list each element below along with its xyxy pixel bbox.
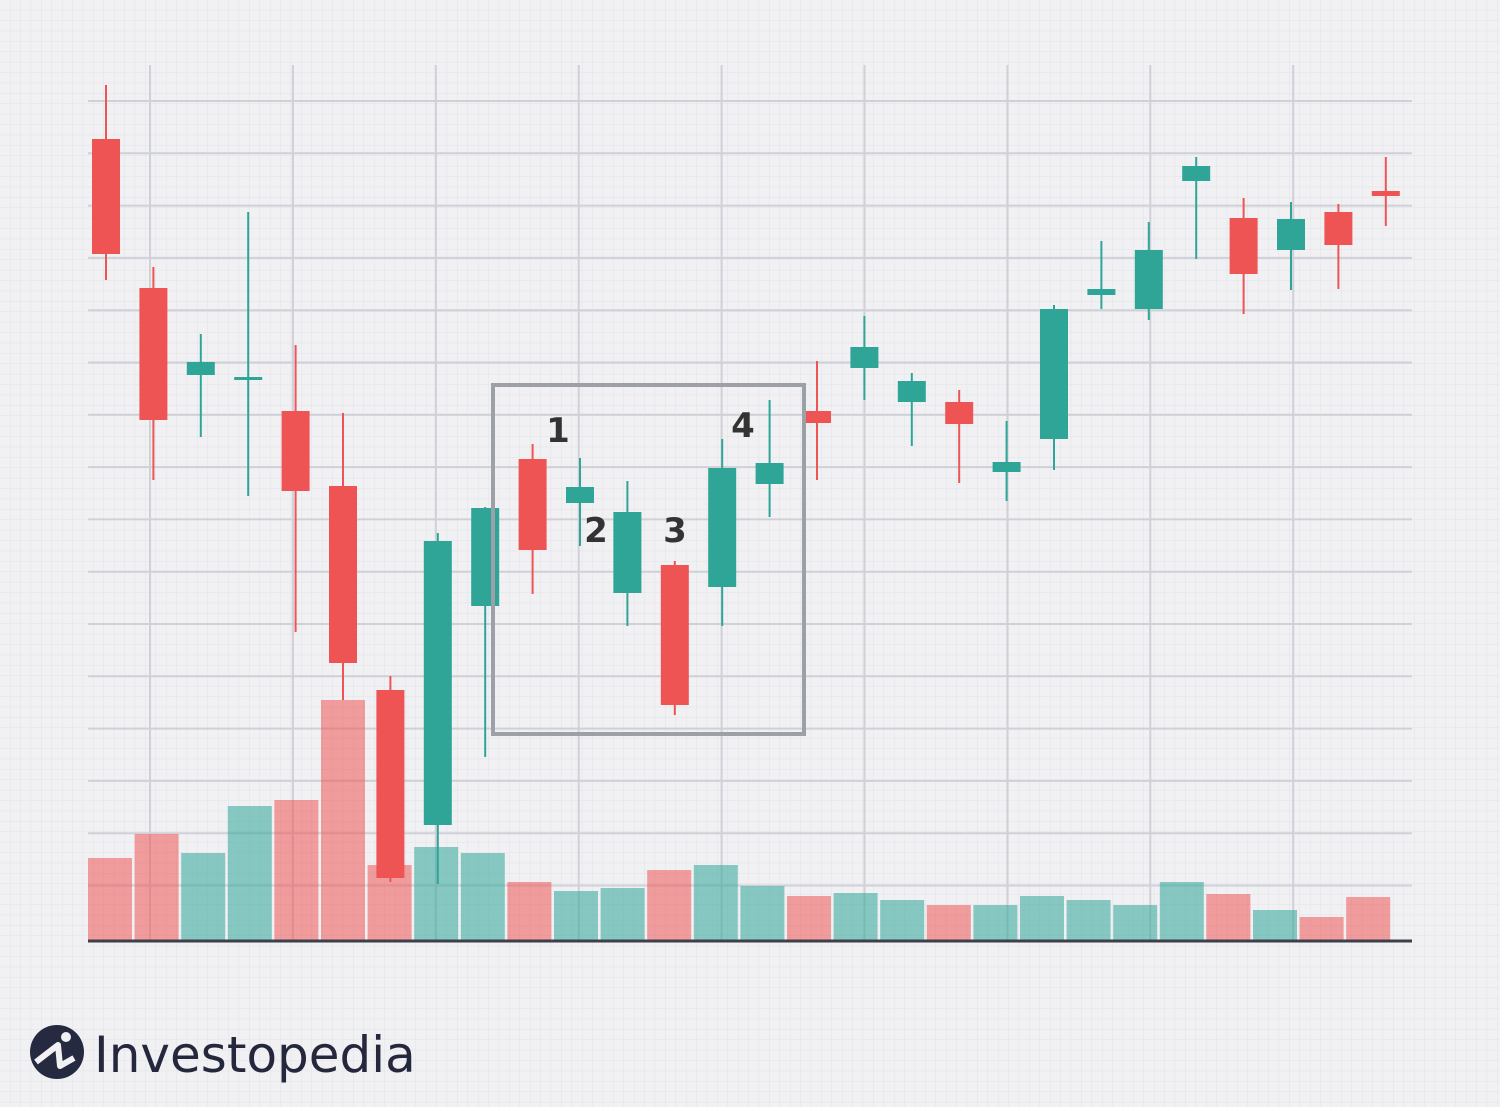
candle-body — [1371, 191, 1400, 196]
volume-bar — [507, 882, 552, 940]
volume-bar — [134, 834, 179, 940]
candle-body — [1040, 309, 1068, 439]
volume-bar — [1299, 917, 1344, 940]
volume-bar — [227, 806, 272, 940]
candle-body — [518, 459, 547, 550]
annotation: 2 — [584, 511, 608, 551]
candle-body — [281, 411, 310, 491]
candle-body — [1182, 166, 1211, 181]
volume-bar — [1066, 900, 1111, 940]
volume-bar — [181, 853, 226, 940]
candle-body — [1229, 218, 1258, 274]
candle-body — [803, 411, 831, 423]
candle-body — [755, 463, 784, 484]
logo-text: Investopedia — [94, 1026, 416, 1084]
candles — [92, 85, 1400, 884]
volume-bar — [1346, 897, 1391, 940]
annotation: 4 — [731, 406, 755, 446]
volume-bar — [88, 858, 132, 940]
volume-bar — [460, 853, 505, 940]
volume-bar — [926, 905, 971, 940]
volume-bar — [1159, 882, 1204, 940]
logo-icon — [30, 1025, 84, 1079]
annotation: 1 — [546, 411, 570, 451]
candle-body — [897, 381, 926, 402]
volume-bar — [740, 886, 785, 940]
candle-body — [660, 565, 689, 705]
volume-bar — [833, 893, 878, 940]
volume-bar — [321, 700, 365, 940]
candle-body — [139, 288, 168, 420]
volume-bar — [1206, 894, 1251, 940]
candle-body — [945, 402, 974, 424]
candle-body — [850, 347, 879, 368]
volume-bar — [1113, 905, 1158, 940]
volume-bar — [414, 847, 459, 940]
volume-bar — [554, 891, 598, 940]
volume-bar — [787, 896, 831, 940]
volume-bar — [1020, 896, 1064, 940]
candle-body — [1324, 212, 1353, 245]
candle-body — [1134, 250, 1163, 309]
volume-bar — [880, 900, 925, 940]
grid — [88, 65, 1412, 940]
candle-body — [92, 139, 120, 254]
volume-bars — [88, 700, 1391, 940]
volume-bar — [1253, 910, 1297, 940]
candle-body — [1087, 289, 1116, 295]
candle-body — [613, 512, 642, 593]
annotation: 3 — [663, 511, 687, 551]
candle-body — [423, 541, 452, 825]
volume-bar — [693, 865, 738, 940]
candle-body — [992, 462, 1021, 472]
volume-bar — [973, 905, 1018, 940]
volume-bar — [274, 800, 319, 940]
candle-body — [376, 690, 405, 878]
volume-bar — [600, 888, 645, 940]
candle-body — [234, 377, 263, 380]
pattern-box — [491, 383, 806, 736]
volume-bar — [647, 870, 692, 940]
candle-body — [1277, 219, 1305, 250]
candle-body — [329, 486, 357, 663]
candle-body — [708, 468, 737, 587]
candle-body — [186, 362, 215, 375]
candle-body — [566, 487, 594, 503]
